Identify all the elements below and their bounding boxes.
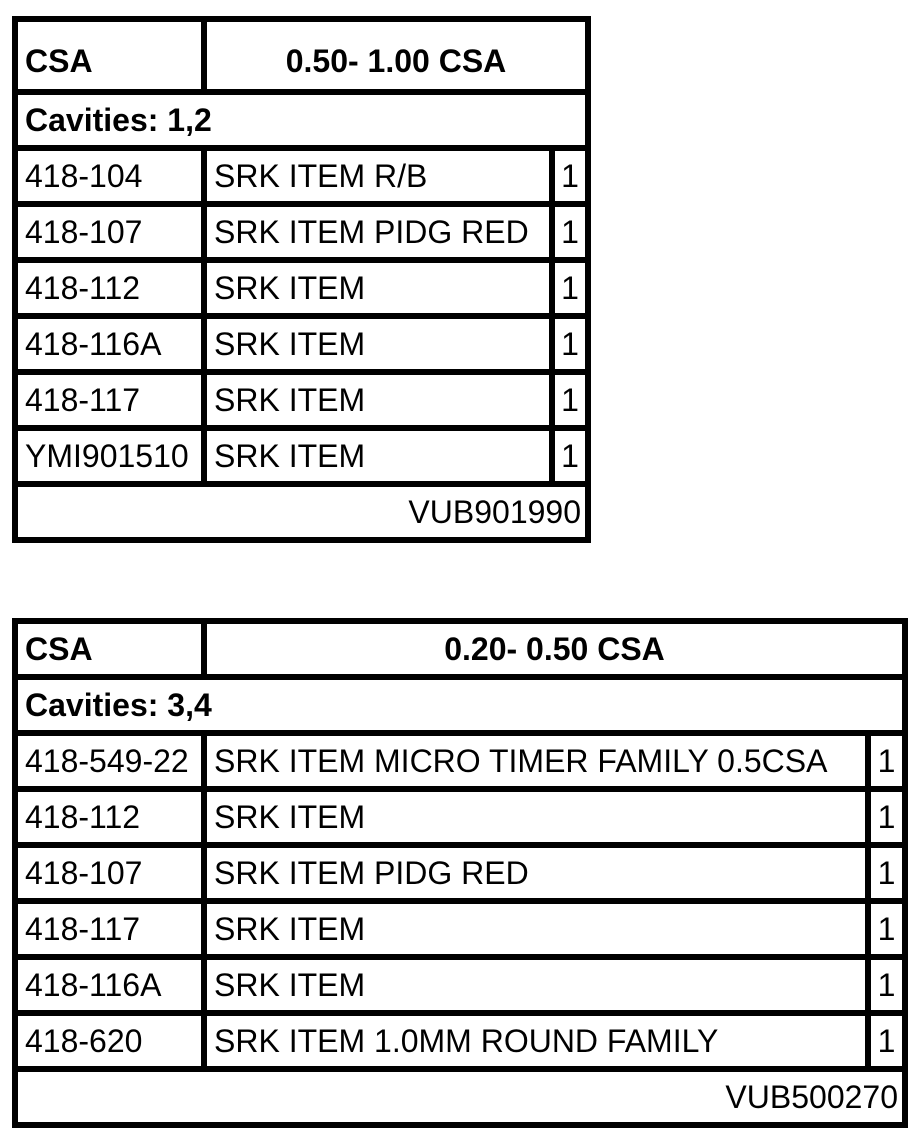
csa-table-1: CSA 0.50- 1.00 CSA Cavities: 1,2 418-104… — [12, 16, 591, 543]
cavities-row: Cavities: 3,4 — [12, 674, 908, 736]
cavities-row: Cavities: 1,2 — [12, 89, 591, 151]
description-cell: SRK ITEM PIDG RED — [201, 842, 871, 904]
table-row: 418-107 SRK ITEM PIDG RED 1 — [12, 201, 591, 263]
header-range: 0.20- 0.50 CSA — [201, 618, 908, 680]
description-cell: SRK ITEM — [201, 898, 871, 960]
description-cell: SRK ITEM MICRO TIMER FAMILY 0.5CSA — [201, 730, 871, 792]
part-number-cell: 418-117 — [12, 898, 207, 960]
qty-cell: 1 — [865, 954, 908, 1016]
part-number-cell: 418-107 — [12, 201, 207, 263]
header-label: CSA — [12, 618, 207, 680]
part-number-cell: 418-104 — [12, 145, 207, 207]
description-cell: SRK ITEM 1.0MM ROUND FAMILY — [201, 1010, 871, 1072]
footer-row: VUB500270 — [12, 1066, 908, 1128]
header-label: CSA — [12, 16, 207, 95]
qty-cell: 1 — [549, 257, 591, 319]
part-number-cell: YMI901510 — [12, 425, 207, 487]
cavities-label: Cavities: 1,2 — [12, 89, 591, 151]
table-row: 418-116A SRK ITEM 1 — [12, 954, 908, 1016]
description-cell: SRK ITEM — [201, 786, 871, 848]
qty-cell: 1 — [865, 730, 908, 792]
part-number-cell: 418-116A — [12, 313, 207, 375]
table-row: 418-117 SRK ITEM 1 — [12, 898, 908, 960]
qty-cell: 1 — [549, 369, 591, 431]
footer-row: VUB901990 — [12, 481, 591, 543]
qty-cell: 1 — [865, 898, 908, 960]
table-row: 418-116A SRK ITEM 1 — [12, 313, 591, 375]
description-cell: SRK ITEM — [201, 954, 871, 1016]
qty-cell: 1 — [865, 842, 908, 904]
description-cell: SRK ITEM R/B — [201, 145, 555, 207]
qty-cell: 1 — [549, 425, 591, 487]
header-range: 0.50- 1.00 CSA — [201, 16, 591, 95]
footer-code: VUB500270 — [12, 1066, 908, 1128]
qty-cell: 1 — [865, 786, 908, 848]
cavities-label: Cavities: 3,4 — [12, 674, 908, 736]
description-cell: SRK ITEM — [201, 425, 555, 487]
table-row: 418-112 SRK ITEM 1 — [12, 786, 908, 848]
table-row: YMI901510 SRK ITEM 1 — [12, 425, 591, 487]
part-number-cell: 418-112 — [12, 257, 207, 319]
qty-cell: 1 — [549, 313, 591, 375]
csa-table-2: CSA 0.20- 0.50 CSA Cavities: 3,4 418-549… — [12, 618, 908, 1128]
table-row: 418-117 SRK ITEM 1 — [12, 369, 591, 431]
part-number-cell: 418-117 — [12, 369, 207, 431]
table-row: 418-104 SRK ITEM R/B 1 — [12, 145, 591, 207]
table-row: 418-107 SRK ITEM PIDG RED 1 — [12, 842, 908, 904]
part-number-cell: 418-620 — [12, 1010, 207, 1072]
qty-cell: 1 — [865, 1010, 908, 1072]
header-row: CSA 0.20- 0.50 CSA — [12, 618, 908, 680]
part-number-cell: 418-107 — [12, 842, 207, 904]
qty-cell: 1 — [549, 145, 591, 207]
qty-cell: 1 — [549, 201, 591, 263]
description-cell: SRK ITEM — [201, 313, 555, 375]
footer-code: VUB901990 — [12, 481, 591, 543]
description-cell: SRK ITEM PIDG RED — [201, 201, 555, 263]
description-cell: SRK ITEM — [201, 257, 555, 319]
header-row: CSA 0.50- 1.00 CSA — [12, 16, 591, 95]
part-number-cell: 418-116A — [12, 954, 207, 1016]
part-number-cell: 418-112 — [12, 786, 207, 848]
table-row: 418-549-22 SRK ITEM MICRO TIMER FAMILY 0.… — [12, 730, 908, 792]
description-cell: SRK ITEM — [201, 369, 555, 431]
table-row: 418-112 SRK ITEM 1 — [12, 257, 591, 319]
table-row: 418-620 SRK ITEM 1.0MM ROUND FAMILY 1 — [12, 1010, 908, 1072]
part-number-cell: 418-549-22 — [12, 730, 207, 792]
